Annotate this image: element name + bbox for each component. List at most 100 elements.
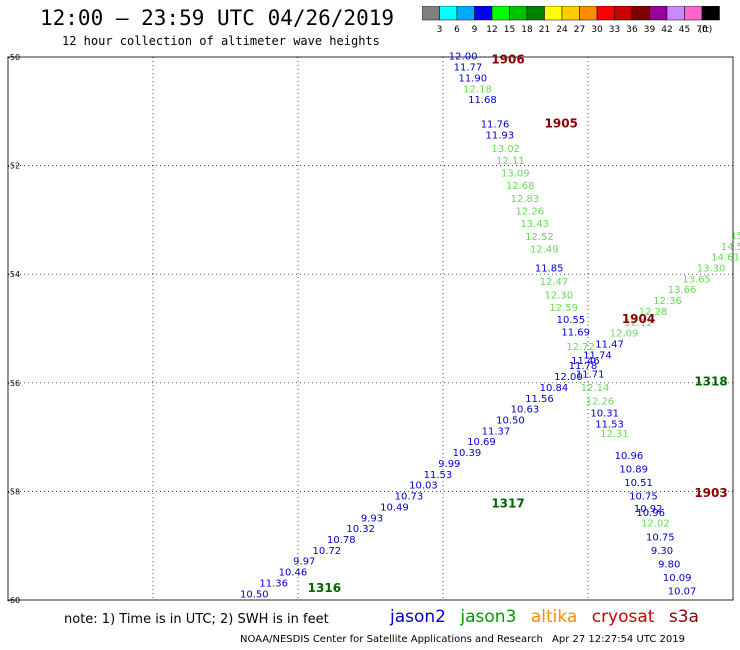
- wave-height-value: 12.36: [653, 296, 682, 307]
- wave-height-value: 9.80: [658, 559, 680, 570]
- lon-tick-label: 48: [148, 604, 158, 605]
- wave-height-value: 12.59: [549, 303, 578, 314]
- wave-height-value: 10.75: [629, 492, 658, 503]
- track-number-label: 1903: [694, 486, 727, 500]
- color-bin-label: 30: [591, 25, 603, 35]
- map-subtitle: 12 hour collection of altimeter wave hei…: [62, 34, 380, 48]
- wave-height-value: 13.66: [668, 285, 697, 296]
- track-number-label: 1318: [694, 375, 727, 389]
- wave-height-value: 11.36: [259, 578, 288, 589]
- legend-jason3: jason3: [460, 607, 517, 627]
- wave-height-value: 12.26: [586, 397, 615, 408]
- wave-height-value: 10.03: [409, 481, 438, 492]
- color-bin-label: 70: [696, 25, 708, 35]
- map-frame: [7, 56, 734, 601]
- wave-height-value: 10.75: [646, 532, 675, 543]
- wave-height-value: 10.78: [327, 535, 356, 546]
- wave-height-value: 10.92: [634, 504, 663, 515]
- color-bin-label: 18: [521, 25, 533, 35]
- wave-height-map: 454851545760-50-52-54-56-58-6012.0011.77…: [3, 52, 740, 605]
- wave-height-value: 13.09: [501, 168, 530, 179]
- lon-tick-label: 51: [293, 604, 303, 605]
- color-bin-label: 24: [556, 25, 568, 35]
- color-scale-bar: 3 6 9 12 15 18 21 24 27 30 33 36 39 42 45 70(ft): [422, 6, 720, 35]
- wave-height-value: 12.47: [540, 277, 569, 288]
- wave-height-value: 13.30: [697, 263, 726, 274]
- wave-height-value: 12.83: [511, 194, 540, 205]
- wave-height-value: 11.74: [583, 350, 612, 361]
- wave-height-value: 12.00: [449, 52, 478, 63]
- lat-tick-label: -56: [7, 379, 20, 388]
- color-bin-label: 3: [437, 25, 443, 35]
- color-bin-label: 9: [472, 25, 478, 35]
- wave-height-value: 10.46: [279, 568, 308, 579]
- wave-height-value: 10.07: [668, 587, 697, 598]
- color-bin-label: 12: [486, 25, 497, 35]
- wave-height-value: 12.31: [600, 429, 629, 440]
- wave-height-value: 11.90: [458, 73, 487, 84]
- color-bin: [701, 6, 720, 21]
- wave-height-value: 10.72: [313, 546, 342, 557]
- color-bin-label: 42: [661, 25, 672, 35]
- generation-timestamp: Apr 27 12:27:54 UTC 2019: [552, 634, 685, 645]
- wave-height-value: 11.68: [468, 95, 497, 106]
- track-number-label: 1906: [491, 53, 524, 67]
- wave-height-value: 9.97: [293, 557, 315, 568]
- wave-height-value: 11.93: [486, 130, 515, 141]
- wave-height-value: 11.46: [571, 356, 600, 367]
- lat-tick-label: -54: [7, 270, 20, 279]
- wave-height-value: 15.5: [731, 231, 740, 242]
- wave-height-value: 12.26: [516, 206, 545, 217]
- wave-height-value: 10.63: [511, 405, 540, 416]
- wave-height-value: 11.77: [454, 63, 483, 74]
- wave-height-value: 10.09: [663, 573, 692, 584]
- wave-height-value: 9.30: [651, 546, 673, 557]
- wave-height-value: 14.58: [721, 242, 740, 253]
- wave-height-value: 11.76: [481, 120, 510, 131]
- wave-height-value: 10.69: [467, 437, 496, 448]
- wave-height-value: 12.30: [545, 291, 574, 302]
- wave-height-value: 10.51: [624, 478, 653, 489]
- wave-height-value: 12.14: [581, 383, 610, 394]
- lon-tick-label: 60: [728, 604, 738, 605]
- color-bin-label: 27: [574, 25, 585, 35]
- wave-height-value: 10.50: [496, 416, 525, 427]
- wave-height-value: 10.96: [615, 451, 644, 462]
- wave-height-value: 13.65: [682, 274, 711, 285]
- track-number-label: 1904: [622, 312, 655, 326]
- legend-cryosat: cryosat: [591, 607, 655, 627]
- satellite-legend: jason2 jason3 altika cryosat s3a: [390, 607, 708, 627]
- legend-jason2: jason2: [390, 607, 446, 627]
- wave-height-value: 11.53: [424, 470, 453, 481]
- credit-line: NOAA/NESDIS Center for Satellite Applica…: [240, 634, 543, 645]
- wave-height-value: 12.00: [554, 372, 583, 383]
- wave-height-value: 12.28: [639, 307, 668, 318]
- wave-height-value: 10.55: [557, 315, 586, 326]
- color-bin-label: 21: [539, 25, 550, 35]
- wave-height-value: 12.02: [641, 519, 670, 530]
- lat-tick-label: -52: [7, 162, 20, 171]
- wave-height-value: 9.99: [438, 459, 460, 470]
- track-number-label: 1317: [491, 497, 524, 511]
- lat-tick-label: -58: [7, 487, 20, 496]
- lat-tick-label: -50: [7, 53, 20, 62]
- wave-height-value: 12.11: [496, 156, 525, 167]
- wave-height-value: 11.71: [576, 369, 605, 380]
- wave-height-value: 13.43: [520, 219, 549, 230]
- wave-height-value: 12.72: [566, 342, 595, 353]
- wave-height-value: 11.69: [561, 328, 590, 339]
- wave-height-value: 13.02: [491, 144, 520, 155]
- wave-height-value: 12.49: [530, 244, 559, 255]
- wave-height-value: 10.49: [380, 502, 409, 513]
- wave-height-value: 11.56: [525, 394, 554, 405]
- color-bin-label: 6: [454, 25, 460, 35]
- wave-height-value: 10.39: [453, 448, 482, 459]
- lon-tick-label: 57: [583, 604, 593, 605]
- wave-height-value: 11.85: [535, 263, 564, 274]
- wave-height-value: 12.12: [624, 318, 653, 329]
- wave-height-value: 10.50: [240, 589, 269, 600]
- wave-height-value: 12.18: [463, 84, 492, 95]
- footer-note: note: 1) Time is in UTC; 2) SWH is in fe…: [64, 612, 329, 627]
- wave-height-value: 10.32: [346, 524, 375, 535]
- map-title: 12:00 — 23:59 UTC 04/26/2019: [40, 6, 395, 30]
